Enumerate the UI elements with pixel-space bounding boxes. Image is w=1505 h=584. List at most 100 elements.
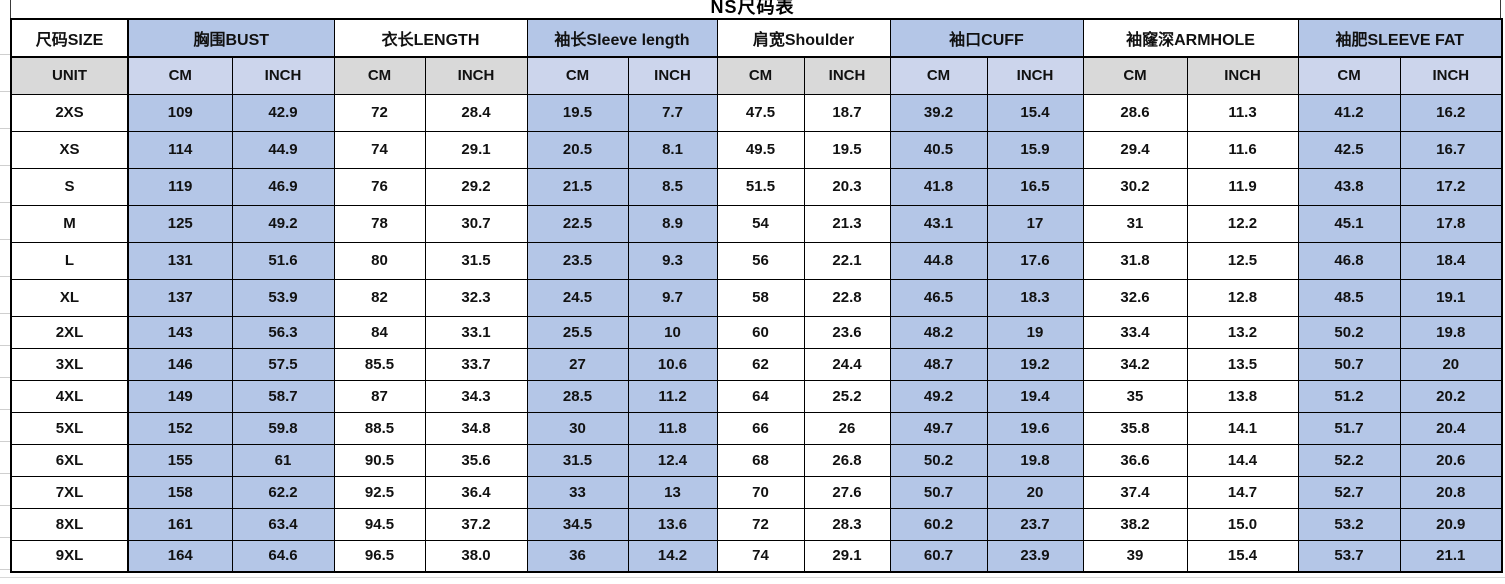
value-cell: 161 [127, 507, 233, 541]
value-cell: 48.2 [889, 315, 988, 349]
gutter-grid-line [0, 569, 10, 570]
unit-inch-header: INCH [627, 56, 718, 95]
value-cell: 88.5 [333, 411, 426, 445]
value-cell: 19.5 [803, 130, 891, 169]
value-cell: 96.5 [333, 539, 426, 573]
table-row: 7XL 158 62.2 92.5 36.4 33 13 70 27.6 50.7 20 37.4 14… [10, 475, 1503, 509]
page-title: NS尺码表 [0, 0, 1505, 17]
value-cell: 80 [333, 241, 426, 280]
value-cell: 14.2 [627, 539, 718, 573]
value-cell: 33.1 [424, 315, 528, 349]
value-cell: 53.7 [1297, 539, 1401, 573]
value-cell: 28.3 [803, 507, 891, 541]
row-size-label: 5XL [10, 411, 129, 445]
unit-cm-header: CM [716, 56, 805, 95]
value-cell: 13.2 [1186, 315, 1299, 349]
value-cell: 36.4 [424, 475, 528, 509]
value-cell: 21.3 [803, 204, 891, 243]
gutter-grid-line [0, 202, 10, 203]
value-cell: 17.2 [1399, 167, 1503, 206]
value-cell: 34.5 [526, 507, 629, 541]
value-cell: 28.4 [424, 93, 528, 132]
group-header-sleeve-length: 袖长Sleeve length [526, 18, 718, 58]
value-cell: 36 [526, 539, 629, 573]
value-cell: 34.2 [1082, 347, 1188, 381]
value-cell: 137 [127, 278, 233, 317]
value-cell: 119 [127, 167, 233, 206]
value-cell: 60.2 [889, 507, 988, 541]
row-size-label: M [10, 204, 129, 243]
value-cell: 92.5 [333, 475, 426, 509]
grid-line-left [10, 0, 11, 18]
value-cell: 62.2 [231, 475, 335, 509]
table-row: 2XL 143 56.3 84 33.1 25.5 10 60 23.6 48.2 19 33.4 13… [10, 315, 1503, 349]
value-cell: 51.2 [1297, 379, 1401, 413]
row-size-label: S [10, 167, 129, 206]
value-cell: 114 [127, 130, 233, 169]
value-cell: 41.8 [889, 167, 988, 206]
value-cell: 68 [716, 443, 805, 477]
value-cell: 51.7 [1297, 411, 1401, 445]
value-cell: 20.3 [803, 167, 891, 206]
value-cell: 24.4 [803, 347, 891, 381]
value-cell: 20.9 [1399, 507, 1503, 541]
row-size-label: 9XL [10, 539, 129, 573]
table-row: 5XL 152 59.8 88.5 34.8 30 11.8 66 26 49.7 19.6 35.8… [10, 411, 1503, 445]
row-size-label: XS [10, 130, 129, 169]
unit-inch-header: INCH [424, 56, 528, 95]
unit-inch-header: INCH [1399, 56, 1503, 95]
value-cell: 15.9 [986, 130, 1084, 169]
group-header-sleeve-fat: 袖肥SLEEVE FAT [1297, 18, 1503, 58]
value-cell: 18.7 [803, 93, 891, 132]
group-header-cuff: 袖口CUFF [889, 18, 1084, 58]
value-cell: 63.4 [231, 507, 335, 541]
row-size-label: 3XL [10, 347, 129, 381]
grid-line-right [1500, 0, 1501, 18]
value-cell: 19.4 [986, 379, 1084, 413]
group-header-row: 尺码SIZE 胸围BUST 衣长LENGTH 袖长Sleeve length 肩… [10, 18, 1503, 58]
row-size-label: 6XL [10, 443, 129, 477]
value-cell: 43.1 [889, 204, 988, 243]
value-cell: 9.7 [627, 278, 718, 317]
value-cell: 7.7 [627, 93, 718, 132]
unit-cm-header: CM [333, 56, 426, 95]
value-cell: 14.1 [1186, 411, 1299, 445]
value-cell: 33 [526, 475, 629, 509]
value-cell: 13.8 [1186, 379, 1299, 413]
value-cell: 53.9 [231, 278, 335, 317]
unit-inch-header: INCH [803, 56, 891, 95]
value-cell: 56 [716, 241, 805, 280]
value-cell: 13.5 [1186, 347, 1299, 381]
value-cell: 60.7 [889, 539, 988, 573]
value-cell: 31.8 [1082, 241, 1188, 280]
value-cell: 36.6 [1082, 443, 1188, 477]
value-cell: 16.7 [1399, 130, 1503, 169]
table-row: S 119 46.9 76 29.2 21.5 8.5 51.5 20.3 41.8 16.5 30.… [10, 167, 1503, 206]
value-cell: 152 [127, 411, 233, 445]
unit-cm-header: CM [127, 56, 233, 95]
value-cell: 158 [127, 475, 233, 509]
size-chart-table: 尺码SIZE 胸围BUST 衣长LENGTH 袖长Sleeve length 肩… [10, 18, 1504, 573]
value-cell: 11.6 [1186, 130, 1299, 169]
value-cell: 47.5 [716, 93, 805, 132]
value-cell: 85.5 [333, 347, 426, 381]
value-cell: 60 [716, 315, 805, 349]
value-cell: 125 [127, 204, 233, 243]
value-cell: 22.5 [526, 204, 629, 243]
gutter-grid-line [0, 239, 10, 240]
value-cell: 34.3 [424, 379, 528, 413]
group-header-bust: 胸围BUST [127, 18, 335, 58]
value-cell: 59.8 [231, 411, 335, 445]
gutter-grid-line [0, 377, 10, 378]
value-cell: 19.8 [1399, 315, 1503, 349]
value-cell: 15.4 [1186, 539, 1299, 573]
value-cell: 50.2 [1297, 315, 1401, 349]
table-row: 9XL 164 64.6 96.5 38.0 36 14.2 74 29.1 60.7 23.9 39… [10, 539, 1503, 573]
gutter-grid-line [0, 345, 10, 346]
value-cell: 35.6 [424, 443, 528, 477]
row-size-label: L [10, 241, 129, 280]
value-cell: 20.4 [1399, 411, 1503, 445]
value-cell: 27 [526, 347, 629, 381]
value-cell: 31.5 [526, 443, 629, 477]
